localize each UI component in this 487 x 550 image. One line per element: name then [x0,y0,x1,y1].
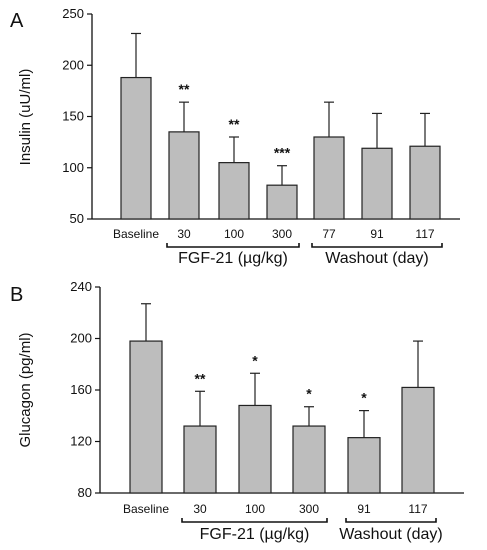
x-tick-label: 91 [370,227,384,241]
significance-marker: ** [195,370,206,386]
significance-marker: * [361,390,367,406]
panel-letter: B [10,284,23,306]
x-tick-label: Baseline [123,502,169,516]
y-tick-label: 200 [62,57,84,72]
bar-77 [313,136,345,220]
bar-30 [183,425,217,494]
bar-91 [361,147,393,220]
significance-marker: ** [179,81,190,97]
x-tick-label: Baseline [113,227,159,241]
x-tick-label: 100 [224,227,244,241]
group-bracket [181,518,328,523]
chart-panel-b: B Glucagon (pg/ml) 80 120 160 200 240 Baseline *… [10,279,464,543]
y-tick-label: 50 [70,211,84,226]
bar-baseline [129,340,163,494]
group-label: FGF-21 (µg/kg) [178,250,288,267]
bar-117 [401,386,435,494]
panel-letter: A [10,10,24,32]
bar-117 [409,145,441,220]
x-tick-label: 100 [245,502,265,516]
significance-marker: * [306,386,312,402]
y-tick-label: 100 [62,160,84,175]
bar-300 [292,425,326,494]
significance-marker: *** [274,145,291,161]
y-tick-label: 150 [62,109,84,124]
group-label: Washout (day) [339,526,442,543]
bar-30 [168,131,200,220]
bar-91 [347,437,381,494]
significance-marker: * [252,352,258,368]
significance-marker: ** [229,116,240,132]
chart-panel-a: A Insulin (uU/ml) 50 100 150 200 250 Baseline **… [10,6,460,267]
group-bracket [166,243,300,248]
y-axis-label: Insulin (uU/ml) [17,69,34,166]
group-label: FGF-21 (µg/kg) [200,526,310,543]
y-axis-label: Glucagon (pg/ml) [17,332,34,447]
x-tick-label: 117 [415,227,434,241]
y-tick-label: 120 [70,434,92,449]
y-tick-label: 240 [70,279,92,294]
y-tick-label: 80 [78,485,92,500]
bar-baseline [120,76,152,220]
x-tick-label: 117 [408,502,427,516]
x-tick-label: 30 [177,227,191,241]
x-tick-label: 300 [299,502,319,516]
bar-100 [238,404,272,494]
x-tick-label: 91 [357,502,371,516]
group-label: Washout (day) [325,250,428,267]
bar-100 [218,162,250,220]
y-tick-label: 250 [62,6,84,21]
group-bracket [345,518,437,523]
bar-300 [266,184,298,220]
y-tick-label: 160 [70,382,92,397]
x-tick-label: 30 [193,502,207,516]
x-tick-label: 77 [322,227,336,241]
group-bracket [311,243,443,248]
x-tick-label: 300 [272,227,292,241]
y-tick-label: 200 [70,331,92,346]
